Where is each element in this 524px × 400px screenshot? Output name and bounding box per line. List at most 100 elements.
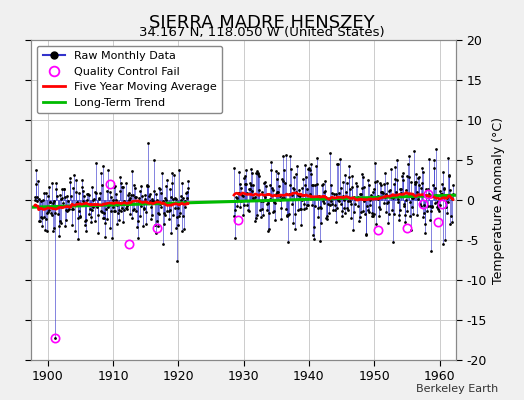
Point [43,209,52,215]
Point [279,178,287,184]
Point [37,197,46,204]
Point [306,167,314,173]
Point [310,236,319,242]
Point [108,234,116,241]
Point [121,207,129,213]
Point [84,192,93,198]
Point [124,200,132,207]
Point [271,216,279,223]
Point [368,209,376,216]
Point [366,197,375,204]
Point [433,198,441,205]
Point [337,208,346,214]
Point [114,207,123,213]
Point [292,189,301,195]
Point [165,208,173,214]
Point [231,207,239,214]
Point [391,175,400,182]
Point [269,199,278,206]
Point [147,196,156,202]
Point [100,215,108,221]
Point [431,200,440,206]
Point [160,221,168,227]
Point [389,238,397,245]
Point [262,183,270,189]
Point [387,194,395,200]
Point [126,195,134,201]
Point [313,204,322,211]
Point [333,160,342,167]
Point [331,191,340,198]
Point [118,184,127,190]
Point [282,212,291,219]
Point [386,166,395,172]
Point [449,181,457,188]
Point [280,195,288,201]
Point [34,178,42,184]
Point [303,186,311,192]
Point [344,206,352,213]
Point [85,211,93,217]
Point [71,228,79,234]
Point [31,181,40,188]
Point [36,218,45,224]
Point [385,211,393,217]
Point [420,201,428,208]
Point [245,186,254,192]
Point [284,212,292,218]
Point [285,190,293,197]
Point [355,218,363,224]
Point [339,179,347,186]
Point [378,189,386,195]
Point [140,205,148,211]
Point [88,184,96,190]
Point [257,214,265,220]
Point [80,193,89,199]
Point [61,223,69,230]
Point [320,189,328,196]
Point [171,196,180,202]
Point [50,224,58,231]
Point [147,216,155,222]
Point [389,195,398,202]
Point [400,203,408,210]
Point [251,218,259,224]
Point [250,194,259,200]
Point [171,194,179,201]
Point [342,189,350,196]
Point [363,202,371,209]
Point [159,210,168,216]
Point [278,195,286,202]
Point [249,182,257,188]
Point [412,189,421,196]
Point [54,232,63,239]
Point [52,186,60,192]
Point [318,182,326,188]
Point [365,209,373,215]
Point [340,197,348,204]
Point [324,200,332,207]
Point [258,206,266,212]
Point [276,197,285,204]
Point [253,168,261,175]
Point [305,191,314,197]
Point [237,184,245,191]
Point [442,199,450,205]
Point [136,188,145,194]
Point [298,197,306,203]
Point [401,197,410,204]
Point [406,199,414,206]
Point [48,228,57,234]
Point [307,160,315,167]
Point [246,166,255,172]
Point [259,180,268,186]
Point [298,184,307,191]
Text: SIERRA MADRE HENSZEY: SIERRA MADRE HENSZEY [149,14,375,32]
Point [48,211,56,218]
Point [104,166,112,173]
Point [181,204,190,210]
Point [398,177,407,184]
Point [408,194,416,201]
Point [44,193,52,200]
Point [58,194,67,201]
